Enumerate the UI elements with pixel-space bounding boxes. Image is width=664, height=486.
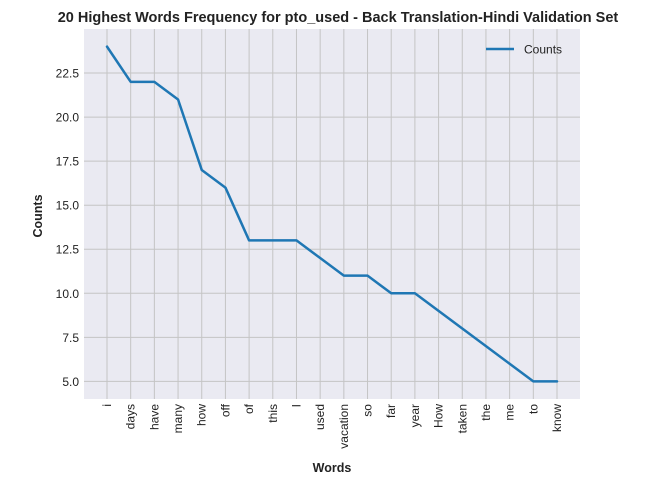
- y-tick-label: 17.5: [56, 155, 80, 169]
- x-tick-label: how: [195, 404, 209, 426]
- x-tick-label: days: [124, 404, 138, 429]
- x-tick-label: this: [266, 404, 280, 423]
- x-tick-label: How: [432, 404, 446, 428]
- x-tick-label: have: [147, 404, 161, 430]
- x-axis-label: Words: [313, 461, 352, 475]
- x-tick-label: year: [408, 404, 422, 427]
- y-tick-label: 12.5: [56, 243, 80, 257]
- y-tick-label: 15.0: [56, 199, 80, 213]
- x-tick-label: many: [171, 404, 185, 433]
- x-tick-label: used: [313, 404, 327, 430]
- x-tick-label: far: [384, 404, 398, 418]
- x-tick-label: off: [218, 403, 232, 417]
- x-tick-label: vacation: [337, 404, 351, 449]
- y-tick-label: 5.0: [62, 375, 79, 389]
- x-tick-label: the: [479, 404, 493, 421]
- y-tick-label: 10.0: [56, 287, 80, 301]
- legend-label-counts: Counts: [524, 43, 562, 57]
- x-tick-label: taken: [455, 404, 469, 433]
- grid-lines: [84, 29, 580, 399]
- y-axis-ticks: 5.0 7.5 10.0 12.5 15.0 17.5 20.0 22.5: [56, 67, 80, 389]
- x-tick-label: i: [100, 404, 114, 407]
- legend: Counts: [486, 43, 562, 57]
- x-tick-label: to: [526, 404, 540, 414]
- x-tick-label: I: [289, 404, 303, 407]
- series-line-counts: [105, 45, 559, 383]
- x-tick-label: of: [242, 403, 256, 414]
- y-tick-label: 7.5: [62, 331, 79, 345]
- y-tick-label: 20.0: [56, 111, 80, 125]
- x-tick-label: know: [550, 404, 564, 432]
- x-tick-label: me: [503, 404, 517, 421]
- chart-title: 20 Highest Words Frequency for pto_used …: [58, 10, 619, 26]
- series-layer: [105, 45, 559, 383]
- y-axis-label: Counts: [31, 194, 45, 237]
- y-tick-label: 22.5: [56, 67, 80, 81]
- x-tick-label: so: [361, 404, 375, 417]
